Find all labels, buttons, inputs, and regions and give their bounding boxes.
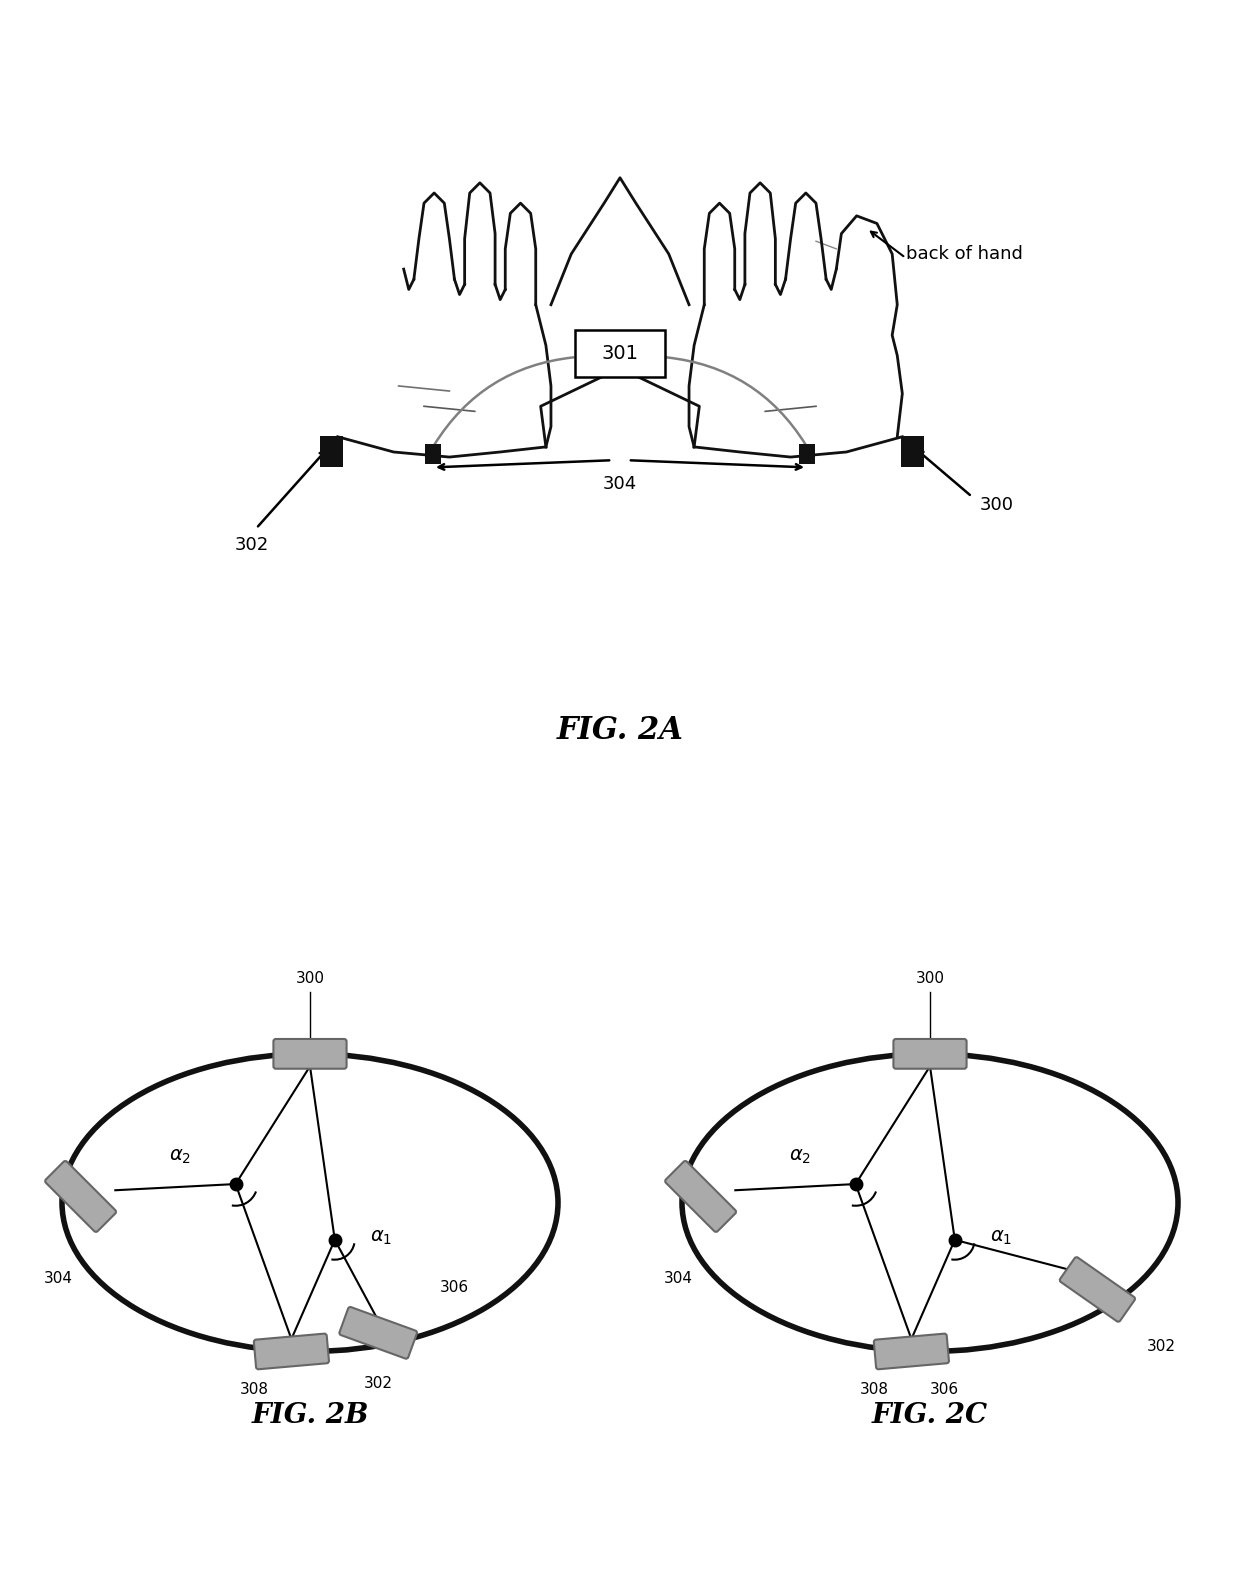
- Text: $\alpha_2$: $\alpha_2$: [169, 1147, 191, 1166]
- FancyBboxPatch shape: [575, 330, 665, 376]
- FancyBboxPatch shape: [1060, 1257, 1135, 1322]
- Text: 304: 304: [663, 1271, 692, 1285]
- FancyBboxPatch shape: [45, 1162, 117, 1232]
- FancyBboxPatch shape: [874, 1333, 949, 1370]
- FancyBboxPatch shape: [893, 1039, 967, 1068]
- FancyBboxPatch shape: [665, 1162, 737, 1232]
- Ellipse shape: [62, 1054, 558, 1352]
- Text: 300: 300: [915, 971, 945, 986]
- Text: back of hand: back of hand: [905, 244, 1023, 263]
- Text: 306: 306: [440, 1279, 469, 1295]
- Text: 302: 302: [363, 1376, 393, 1392]
- FancyBboxPatch shape: [254, 1333, 329, 1370]
- Text: 300: 300: [295, 971, 325, 986]
- Text: FIG. 2B: FIG. 2B: [252, 1403, 368, 1430]
- Text: 301: 301: [601, 344, 639, 362]
- Bar: [425, 444, 441, 465]
- Text: $\alpha_2$: $\alpha_2$: [789, 1147, 811, 1166]
- Text: 302: 302: [236, 536, 269, 554]
- Text: FIG. 2A: FIG. 2A: [557, 714, 683, 746]
- Text: 300: 300: [980, 495, 1014, 514]
- Bar: [799, 444, 815, 465]
- Text: 304: 304: [43, 1271, 72, 1285]
- Text: $\alpha_1$: $\alpha_1$: [990, 1228, 1012, 1247]
- Text: 302: 302: [1147, 1339, 1176, 1354]
- Text: 308: 308: [239, 1382, 269, 1398]
- Text: 308: 308: [859, 1382, 889, 1398]
- FancyBboxPatch shape: [340, 1308, 417, 1358]
- Text: $\alpha_1$: $\alpha_1$: [370, 1228, 392, 1247]
- Bar: [900, 436, 924, 467]
- Ellipse shape: [682, 1054, 1178, 1352]
- Bar: [320, 436, 343, 467]
- Text: 304: 304: [603, 475, 637, 492]
- FancyArrowPatch shape: [666, 357, 806, 444]
- Text: FIG. 2C: FIG. 2C: [872, 1403, 988, 1430]
- Text: 306: 306: [930, 1382, 959, 1398]
- FancyArrowPatch shape: [434, 357, 574, 444]
- FancyBboxPatch shape: [273, 1039, 346, 1068]
